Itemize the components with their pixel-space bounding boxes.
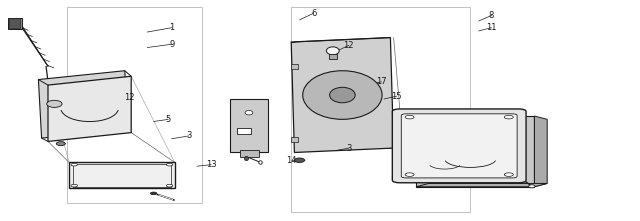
Bar [67, 7, 202, 203]
Ellipse shape [504, 173, 513, 176]
Bar [291, 64, 298, 69]
Bar [73, 164, 171, 187]
Text: 2: 2 [471, 137, 476, 146]
Text: 13: 13 [206, 160, 216, 169]
Polygon shape [240, 150, 259, 157]
Ellipse shape [47, 100, 62, 107]
Text: 14: 14 [287, 156, 297, 165]
Polygon shape [416, 183, 547, 187]
Text: 3: 3 [186, 131, 191, 140]
Ellipse shape [294, 158, 305, 162]
Text: 11: 11 [486, 23, 497, 32]
FancyBboxPatch shape [392, 109, 526, 183]
Polygon shape [416, 116, 534, 187]
Ellipse shape [504, 115, 513, 119]
Polygon shape [534, 116, 547, 187]
Ellipse shape [405, 115, 414, 119]
Text: 12: 12 [124, 93, 134, 102]
Bar [237, 128, 251, 134]
Ellipse shape [166, 184, 173, 187]
Text: 16: 16 [491, 162, 501, 171]
Text: 5: 5 [166, 115, 171, 124]
Ellipse shape [405, 173, 414, 176]
Text: 17: 17 [376, 77, 387, 86]
Ellipse shape [245, 110, 253, 115]
Ellipse shape [71, 184, 77, 187]
Text: 9: 9 [170, 40, 175, 49]
Ellipse shape [529, 185, 535, 188]
Polygon shape [291, 38, 394, 152]
Text: 15: 15 [392, 92, 402, 101]
Bar [9, 18, 20, 28]
Bar [291, 7, 470, 212]
Ellipse shape [326, 47, 339, 55]
Polygon shape [230, 99, 268, 152]
Ellipse shape [330, 87, 355, 103]
Text: 6: 6 [311, 9, 316, 18]
Text: 7: 7 [445, 125, 451, 134]
Ellipse shape [71, 163, 77, 166]
FancyBboxPatch shape [401, 114, 517, 178]
Text: 4: 4 [433, 110, 438, 119]
Polygon shape [48, 76, 131, 141]
Ellipse shape [150, 192, 157, 195]
Text: 10: 10 [468, 150, 479, 159]
Ellipse shape [56, 142, 65, 146]
Bar [329, 54, 337, 59]
Ellipse shape [303, 71, 382, 119]
Ellipse shape [166, 163, 173, 166]
Bar [69, 162, 175, 188]
Polygon shape [38, 71, 128, 138]
Text: 1: 1 [170, 23, 175, 32]
Bar [291, 137, 298, 142]
Text: 3: 3 [346, 144, 351, 152]
Text: 12: 12 [344, 41, 354, 50]
Bar [8, 18, 22, 29]
Text: 8: 8 [489, 11, 494, 20]
